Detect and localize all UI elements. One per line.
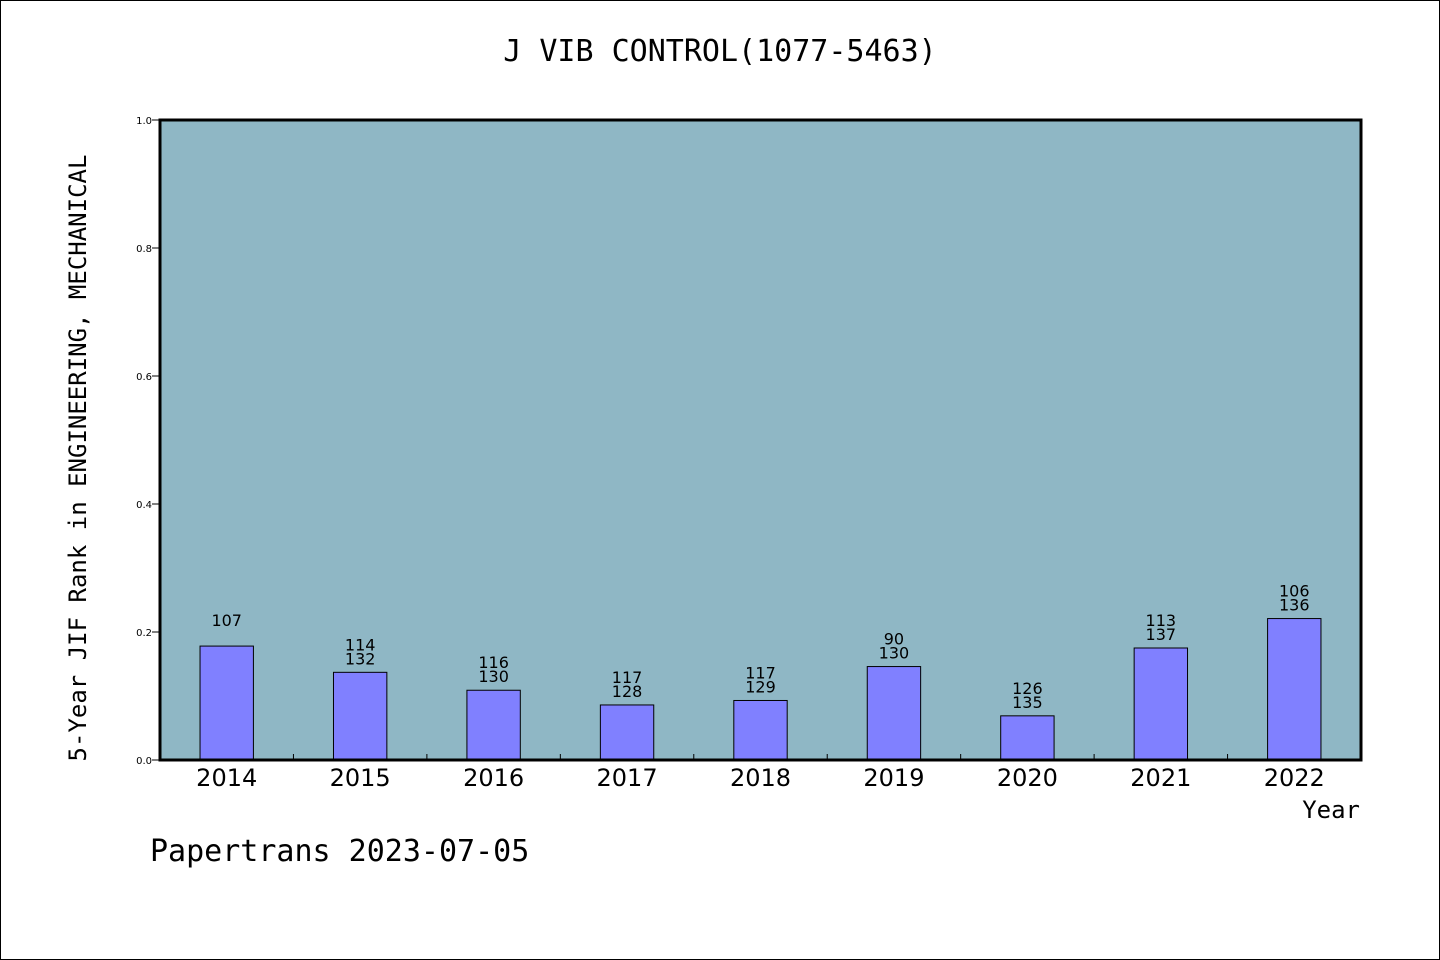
bar-label: 130 <box>478 667 509 686</box>
y-tick-label: 0.6 <box>136 372 152 383</box>
bar-label: 106 <box>1279 582 1310 601</box>
bar-2020 <box>1000 715 1055 761</box>
bar-label: 114 <box>345 635 376 654</box>
y-tick-label: 0.4 <box>136 500 152 511</box>
bar-label: 128 <box>612 682 643 701</box>
x-axis-label: Year <box>1302 796 1360 824</box>
bar-label: 137 <box>1146 625 1177 644</box>
bar-label: 90 <box>884 630 904 649</box>
bar-label: 116 <box>478 653 509 672</box>
bar-2014 <box>199 645 254 761</box>
x-tick-label: 2017 <box>597 764 658 792</box>
y-tick-label: 0.2 <box>136 628 152 639</box>
x-tick-label: 2020 <box>997 764 1058 792</box>
bar-label: 117 <box>612 668 643 687</box>
x-tick-label: 2022 <box>1264 764 1325 792</box>
bar-label: 132 <box>345 649 376 668</box>
chart-title: J VIB CONTROL(1077-5463) <box>503 34 937 69</box>
bar-2022 <box>1267 618 1322 761</box>
y-tick-label: 0.8 <box>136 244 152 255</box>
x-tick-label: 2021 <box>1130 764 1191 792</box>
x-tick-label: 2018 <box>730 764 791 792</box>
bar-2019 <box>866 666 922 761</box>
x-tick-label: 2014 <box>196 764 257 792</box>
y-tick-label: 1.0 <box>136 116 152 127</box>
bar-label: 113 <box>1146 611 1177 630</box>
bar-label: 126 <box>1012 679 1043 698</box>
bar-label: 136 <box>1279 596 1310 615</box>
x-tick-label: 2015 <box>330 764 391 792</box>
bar-label: 107 <box>211 611 242 630</box>
bar-2017 <box>599 704 655 761</box>
bar-label: 117 <box>745 663 776 682</box>
x-tick-label: 2016 <box>463 764 524 792</box>
bar-2016 <box>466 689 521 761</box>
plot-border <box>158 118 1363 762</box>
bar-2021 <box>1133 647 1189 761</box>
bar-2015 <box>332 671 388 761</box>
y-tick-label: 0.0 <box>136 756 152 767</box>
x-tick-label: 2019 <box>863 764 924 792</box>
bar-2018 <box>733 699 788 761</box>
bar-label: 130 <box>879 644 910 663</box>
bar-label: 135 <box>1012 693 1043 712</box>
bar-label: 129 <box>745 677 776 696</box>
footer-text: Papertrans 2023-07-05 <box>150 834 530 869</box>
